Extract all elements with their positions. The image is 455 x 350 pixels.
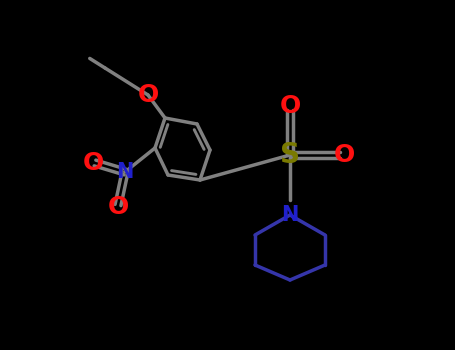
Text: S: S (280, 141, 300, 169)
Text: N: N (281, 205, 298, 225)
Text: O: O (334, 143, 354, 167)
Text: N: N (116, 162, 134, 182)
Text: O: O (279, 94, 301, 118)
Text: O: O (107, 195, 129, 219)
Text: O: O (82, 151, 104, 175)
Text: O: O (137, 83, 159, 107)
